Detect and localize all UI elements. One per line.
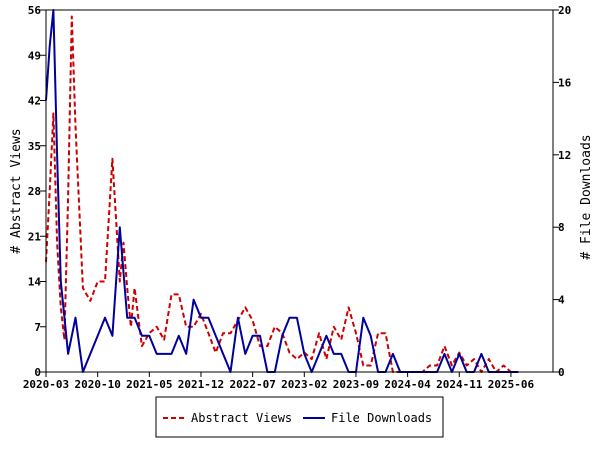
left-axis-ticks: 0 7 14 21 28 35 42 49 56 <box>28 4 46 379</box>
legend-label-file-downloads: File Downloads <box>331 411 432 425</box>
bottom-tick-label: 2020-10 <box>74 378 120 391</box>
bottom-tick-label: 2023-09 <box>333 378 379 391</box>
left-tick-label: 49 <box>28 49 41 62</box>
bottom-tick-label: 2024-11 <box>436 378 483 391</box>
right-tick-label: 16 <box>558 76 572 89</box>
bottom-tick-label: 2024-04 <box>384 378 431 391</box>
left-tick-label: 14 <box>28 276 42 289</box>
bottom-tick-label: 2020-03 <box>23 378 69 391</box>
bottom-axis-ticks: 2020-03 2020-10 2021-05 2021-12 2022-07 2023-… <box>23 372 535 391</box>
left-tick-label: 7 <box>34 321 41 334</box>
right-axis-ticks: 0 4 8 12 16 20 <box>553 4 572 379</box>
left-tick-label: 35 <box>28 140 41 153</box>
right-axis-title: # File Downloads <box>579 134 594 259</box>
left-tick-label: 28 <box>28 185 41 198</box>
right-tick-label: 8 <box>558 221 565 234</box>
right-tick-label: 0 <box>558 366 565 379</box>
right-tick-label: 20 <box>558 4 571 17</box>
legend-box <box>155 396 444 438</box>
bottom-tick-label: 2021-12 <box>178 378 224 391</box>
bottom-tick-label: 2025-06 <box>488 378 535 391</box>
bottom-tick-label: 2022-07 <box>229 378 275 391</box>
right-tick-label: 12 <box>558 149 571 162</box>
legend-label-abstract-views: Abstract Views <box>191 411 292 425</box>
left-tick-label: 0 <box>34 366 41 379</box>
bottom-tick-label: 2021-05 <box>126 378 172 391</box>
left-tick-label: 21 <box>28 230 42 243</box>
bottom-tick-label: 2023-02 <box>281 378 327 391</box>
left-tick-label: 56 <box>28 4 42 17</box>
series-line-abstract-views <box>45 15 519 373</box>
legend: Abstract Views File Downloads <box>155 396 444 438</box>
left-tick-label: 42 <box>28 95 41 108</box>
left-axis-title: # Abstract Views <box>9 128 24 253</box>
right-tick-label: 4 <box>558 294 565 307</box>
